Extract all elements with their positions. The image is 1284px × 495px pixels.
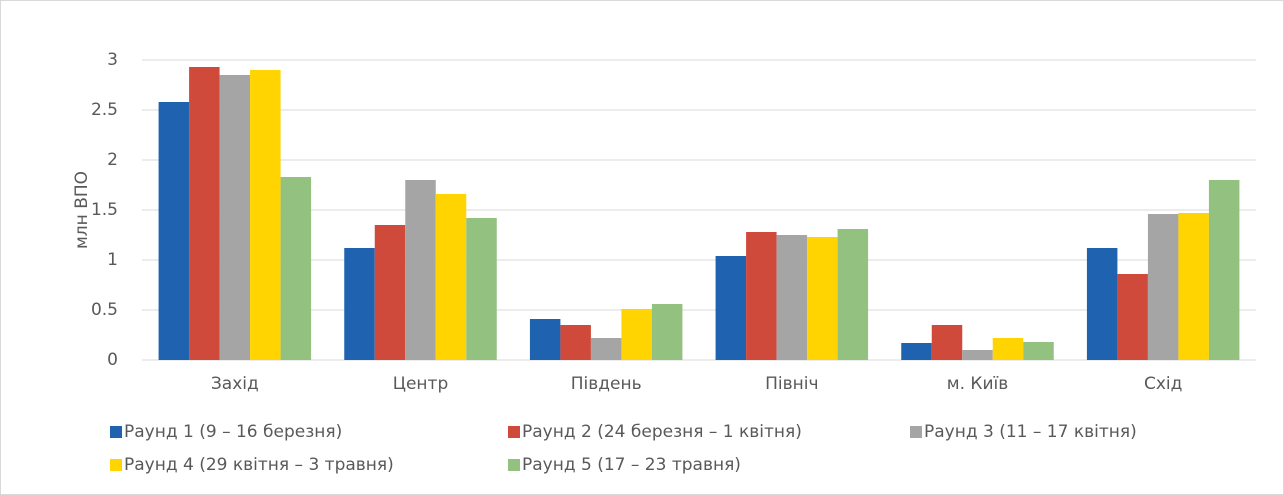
bar	[590, 338, 622, 360]
bar	[746, 232, 777, 360]
y-tick-label: 1	[107, 250, 118, 270]
bar	[715, 256, 747, 360]
bar	[621, 309, 652, 360]
bar	[1208, 180, 1240, 360]
bar	[901, 343, 932, 360]
bar	[837, 229, 869, 360]
bar	[405, 180, 436, 360]
legend-label: Раунд 2 (24 березня – 1 квітня)	[522, 422, 802, 442]
bar	[776, 235, 808, 360]
x-tick-label: Південь	[571, 374, 642, 394]
bar	[529, 319, 561, 360]
bar	[1178, 213, 1209, 360]
bar	[651, 304, 683, 360]
bar	[189, 67, 220, 360]
bar	[158, 102, 190, 360]
x-tick-label: Північ	[765, 374, 818, 394]
y-tick-label: 2.5	[91, 100, 118, 120]
y-tick-label: 0	[107, 350, 118, 370]
bar	[250, 70, 281, 360]
bar	[219, 75, 251, 360]
x-tick-label: Схід	[1144, 374, 1182, 394]
bar	[344, 248, 375, 360]
y-tick-label: 0.5	[91, 300, 118, 320]
bar	[992, 338, 1024, 360]
bar	[807, 237, 838, 360]
legend-swatch	[110, 426, 122, 438]
bar	[1086, 248, 1118, 360]
bar	[435, 194, 467, 360]
legend-swatch	[508, 459, 520, 471]
legend-swatch	[110, 459, 122, 471]
x-tick-label: Центр	[393, 374, 448, 394]
y-tick-label: 3	[107, 50, 118, 70]
legend-label: Раунд 1 (9 – 16 березня)	[124, 422, 342, 442]
legend-label: Раунд 3 (11 – 17 квітня)	[924, 422, 1137, 442]
y-axis-label: млн ВПО	[72, 171, 92, 249]
bar	[1023, 342, 1054, 360]
legend-label: Раунд 4 (29 квітня – 3 травня)	[124, 455, 394, 475]
legend-swatch	[508, 426, 520, 438]
x-tick-label: Захід	[211, 374, 259, 394]
x-tick-label: м. Київ	[947, 374, 1009, 394]
bar	[1117, 274, 1148, 360]
bar	[931, 325, 963, 360]
legend-swatch	[910, 426, 922, 438]
bar	[280, 177, 312, 360]
bar	[962, 350, 993, 360]
y-tick-label: 2	[107, 150, 118, 170]
bar	[374, 225, 406, 360]
bar	[466, 218, 497, 360]
legend-label: Раунд 5 (17 – 23 травня)	[522, 455, 741, 475]
bar	[1147, 214, 1179, 360]
bar	[560, 325, 591, 360]
y-tick-label: 1.5	[91, 200, 118, 220]
